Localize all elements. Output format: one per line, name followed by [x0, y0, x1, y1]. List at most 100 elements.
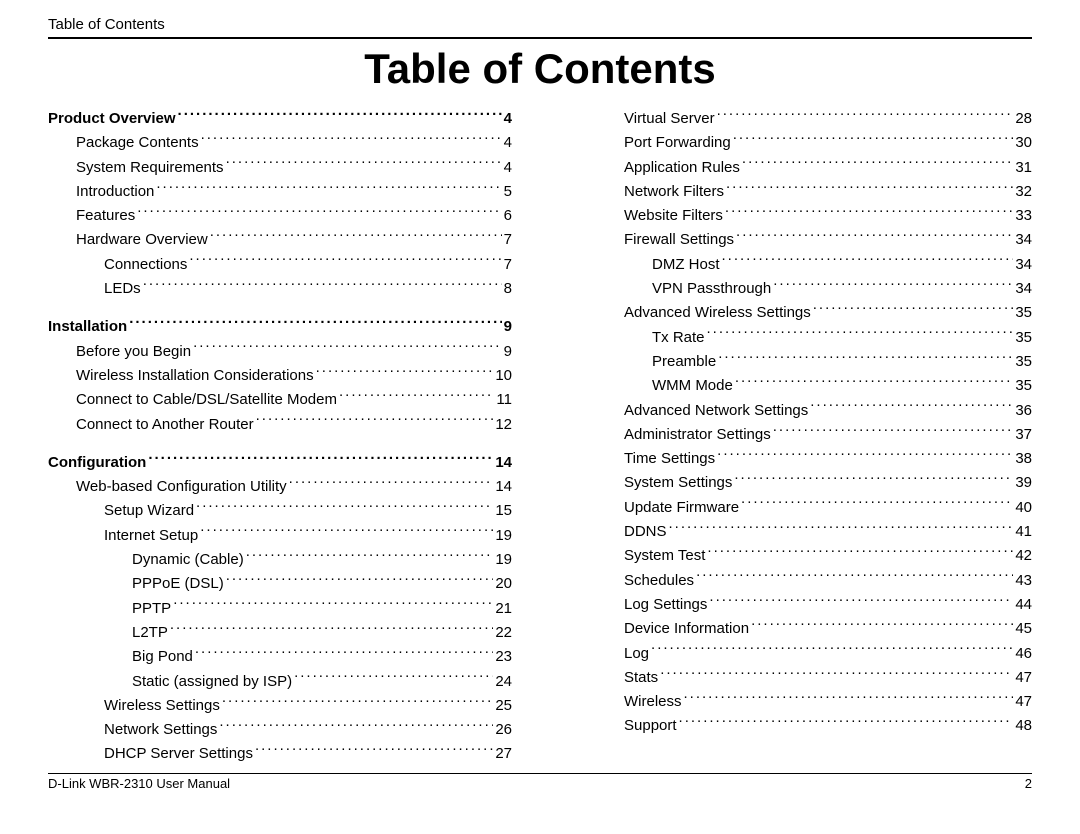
toc-entry[interactable]: PPTP21: [48, 597, 512, 621]
toc-leader: [679, 715, 1014, 730]
toc-entry[interactable]: Big Pond23: [48, 645, 512, 669]
toc-entry-page: 20: [495, 572, 512, 596]
toc-container: Product Overview4Package Contents4System…: [48, 107, 1032, 767]
toc-entry-page: 14: [495, 475, 512, 499]
toc-leader: [189, 254, 501, 269]
toc-entry-text: Hardware Overview: [76, 228, 208, 252]
toc-entry-text: Network Filters: [624, 180, 724, 204]
toc-entry[interactable]: System Settings39: [568, 471, 1032, 495]
toc-entry[interactable]: Hardware Overview 7: [48, 228, 512, 252]
toc-entry-page: 4: [504, 156, 512, 180]
toc-entry-page: 44: [1015, 593, 1032, 617]
toc-entry-text: System Settings: [624, 471, 732, 495]
toc-entry[interactable]: Device Information45: [568, 617, 1032, 641]
toc-leader: [246, 549, 494, 564]
toc-spacer: [48, 301, 512, 315]
bottom-rule: [48, 773, 1032, 774]
toc-entry[interactable]: Website Filters33: [568, 204, 1032, 228]
toc-entry[interactable]: Wireless Settings25: [48, 694, 512, 718]
toc-right-column: Virtual Server28Port Forwarding30Applica…: [568, 107, 1032, 767]
toc-entry-text: Internet Setup: [104, 524, 198, 548]
toc-leader: [193, 341, 502, 356]
toc-leader: [669, 521, 1014, 536]
toc-leader: [255, 743, 493, 758]
toc-entry-text: Dynamic (Cable): [132, 548, 244, 572]
toc-entry[interactable]: Dynamic (Cable) 19: [48, 548, 512, 572]
toc-entry[interactable]: Tx Rate35: [568, 326, 1032, 350]
toc-entry[interactable]: Stats47: [568, 666, 1032, 690]
toc-entry-text: Setup Wizard: [104, 499, 194, 523]
toc-entry[interactable]: Log46: [568, 642, 1032, 666]
toc-leader: [717, 448, 1013, 463]
toc-leader: [810, 400, 1013, 415]
toc-entry[interactable]: Time Settings38: [568, 447, 1032, 471]
toc-entry[interactable]: Application Rules31: [568, 156, 1032, 180]
toc-entry[interactable]: Firewall Settings34: [568, 228, 1032, 252]
toc-entry[interactable]: Support48: [568, 714, 1032, 738]
toc-spacer: [48, 437, 512, 451]
toc-entry-text: Features: [76, 204, 135, 228]
toc-entry[interactable]: Installation9: [48, 315, 512, 339]
toc-entry-page: 35: [1015, 374, 1032, 398]
toc-entry-page: 28: [1015, 107, 1032, 131]
toc-entry-text: VPN Passthrough: [652, 277, 771, 301]
toc-entry-text: Preamble: [652, 350, 716, 374]
toc-entry[interactable]: Network Settings26: [48, 718, 512, 742]
toc-entry[interactable]: DHCP Server Settings27: [48, 742, 512, 766]
toc-entry[interactable]: Wireless Installation Considerations10: [48, 364, 512, 388]
toc-entry[interactable]: Port Forwarding30: [568, 131, 1032, 155]
toc-leader: [725, 205, 1013, 220]
toc-entry[interactable]: VPN Passthrough34: [568, 277, 1032, 301]
toc-entry[interactable]: Administrator Settings37: [568, 423, 1032, 447]
toc-leader: [651, 643, 1013, 658]
toc-leader: [226, 573, 494, 588]
toc-entry[interactable]: Wireless47: [568, 690, 1032, 714]
top-rule: [48, 37, 1032, 39]
toc-entry[interactable]: LEDs8: [48, 277, 512, 301]
toc-entry[interactable]: PPPoE (DSL) 20: [48, 572, 512, 596]
toc-entry[interactable]: Connections7: [48, 253, 512, 277]
toc-entry-page: 7: [504, 228, 512, 252]
toc-entry-text: Package Contents: [76, 131, 199, 155]
toc-entry[interactable]: System Requirements4: [48, 156, 512, 180]
toc-entry[interactable]: Connect to Another Router12: [48, 413, 512, 437]
toc-entry[interactable]: Configuration14: [48, 451, 512, 475]
toc-entry[interactable]: WMM Mode35: [568, 374, 1032, 398]
toc-leader: [178, 108, 502, 123]
toc-leader: [289, 476, 494, 491]
toc-entry[interactable]: Preamble 35: [568, 350, 1032, 374]
toc-entry[interactable]: Package Contents4: [48, 131, 512, 155]
toc-entry[interactable]: Network Filters32: [568, 180, 1032, 204]
toc-entry-text: Update Firmware: [624, 496, 739, 520]
toc-entry[interactable]: Internet Setup19: [48, 524, 512, 548]
toc-entry[interactable]: DDNS41: [568, 520, 1032, 544]
toc-entry[interactable]: Advanced Network Settings36: [568, 399, 1032, 423]
toc-entry[interactable]: Introduction5: [48, 180, 512, 204]
toc-entry-page: 35: [1015, 350, 1032, 374]
toc-entry-page: 46: [1015, 642, 1032, 666]
toc-entry[interactable]: Before you Begin9: [48, 340, 512, 364]
toc-leader: [736, 229, 1013, 244]
toc-leader: [148, 452, 493, 467]
toc-entry[interactable]: Setup Wizard15: [48, 499, 512, 523]
toc-entry[interactable]: Log Settings44: [568, 593, 1032, 617]
toc-entry[interactable]: System Test42: [568, 544, 1032, 568]
toc-entry[interactable]: Schedules43: [568, 569, 1032, 593]
toc-entry[interactable]: Update Firmware40: [568, 496, 1032, 520]
toc-entry-page: 30: [1015, 131, 1032, 155]
toc-entry-text: PPPoE (DSL): [132, 572, 224, 596]
toc-entry[interactable]: Static (assigned by ISP)24: [48, 670, 512, 694]
toc-entry[interactable]: Virtual Server28: [568, 107, 1032, 131]
toc-entry[interactable]: Features6: [48, 204, 512, 228]
toc-entry-page: 19: [495, 548, 512, 572]
toc-leader: [660, 667, 1013, 682]
toc-leader: [219, 719, 493, 734]
toc-entry[interactable]: L2TP22: [48, 621, 512, 645]
toc-entry[interactable]: Connect to Cable/DSL/Satellite Modem11: [48, 388, 512, 412]
toc-entry[interactable]: Advanced Wireless Settings35: [568, 301, 1032, 325]
toc-entry-text: DHCP Server Settings: [104, 742, 253, 766]
toc-entry-page: 41: [1015, 520, 1032, 544]
toc-entry[interactable]: DMZ Host34: [568, 253, 1032, 277]
toc-entry[interactable]: Web-based Configuration Utility14: [48, 475, 512, 499]
toc-entry[interactable]: Product Overview4: [48, 107, 512, 131]
